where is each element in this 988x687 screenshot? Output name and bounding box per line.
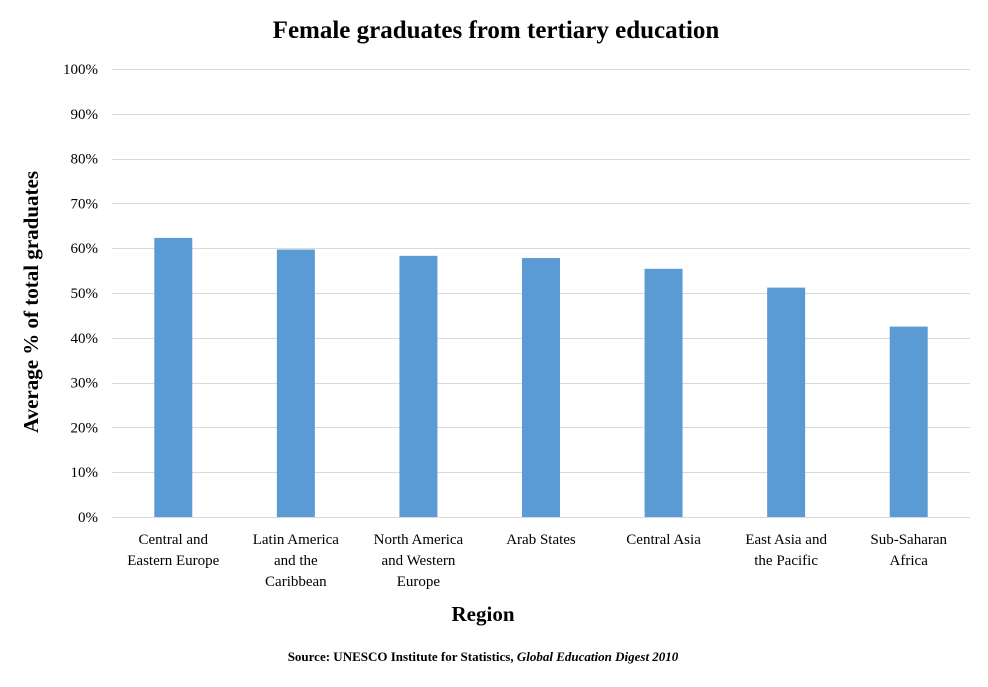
source-prefix: Source: UNESCO Institute for Statistics, [288,649,517,664]
bar [522,258,560,517]
y-tick-label: 20% [71,420,99,436]
x-category-label: North America and Western Europe [374,532,464,590]
y-tick-label: 60% [71,241,99,257]
bar [889,326,928,517]
y-axis-title: Average % of total graduates [19,171,43,433]
source-note: Source: UNESCO Institute for Statistics,… [288,649,679,664]
bar [276,249,315,517]
x-category-label: East Asia and the Pacific [745,532,827,569]
chart-title: Female graduates from tertiary education [273,17,720,44]
bar [154,237,193,517]
y-tick-label: 30% [71,376,99,392]
y-axis-ticks: 0% 10% 20% 30% 40% 50% 60% 70% 80% 90% 100% [63,62,98,526]
x-category-label: Central and Eastern Europe [127,532,219,569]
y-tick-label: 100% [63,62,98,78]
y-tick-label: 40% [71,331,99,347]
x-category-label: Arab States [506,532,576,548]
x-axis-title: Region [452,602,515,626]
y-tick-label: 70% [71,196,99,212]
y-tick-label: 90% [71,107,99,123]
x-category-label: Sub-Saharan Africa [870,532,947,569]
bar [767,287,806,517]
x-category-label: Central Asia [626,532,701,548]
x-category-label: Latin America and the Caribbean [253,532,340,590]
y-tick-label: 80% [71,152,99,168]
source-publication: Global Education Digest 2010 [517,649,679,664]
y-tick-label: 0% [78,510,98,526]
y-tick-label: 10% [71,465,99,481]
bar [399,255,438,518]
bars [154,237,928,518]
x-axis-categories: Central and Eastern Europe Latin America an… [127,532,947,590]
y-tick-label: 50% [71,286,99,302]
bar [644,268,683,517]
